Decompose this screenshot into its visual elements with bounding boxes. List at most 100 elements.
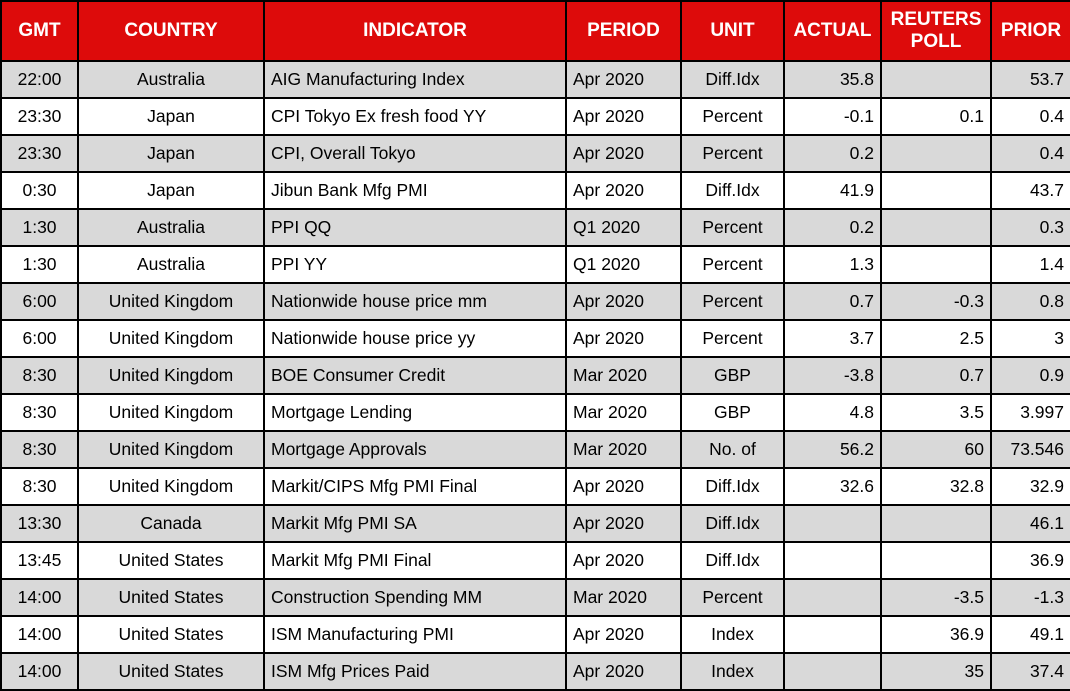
cell-prior: 3.997 [990, 393, 1070, 432]
cell-period: Apr 2020 [565, 467, 682, 506]
cell-indicator: Markit Mfg PMI SA [263, 504, 567, 543]
cell-actual: 4.8 [783, 393, 882, 432]
cell-indicator: ISM Manufacturing PMI [263, 615, 567, 654]
cell-unit: GBP [680, 356, 785, 395]
cell-actual: 0.7 [783, 282, 882, 321]
column-header-period: PERIOD [565, 0, 682, 62]
cell-prior: 46.1 [990, 504, 1070, 543]
cell-country: United States [77, 615, 265, 654]
cell-indicator: PPI QQ [263, 208, 567, 247]
cell-indicator: Nationwide house price yy [263, 319, 567, 358]
cell-reuters_poll [880, 171, 992, 210]
cell-indicator: AIG Manufacturing Index [263, 60, 567, 99]
cell-actual: 3.7 [783, 319, 882, 358]
cell-reuters_poll [880, 60, 992, 99]
cell-gmt: 14:00 [0, 652, 79, 691]
cell-period: Apr 2020 [565, 541, 682, 580]
cell-unit: Diff.Idx [680, 541, 785, 580]
cell-country: Australia [77, 208, 265, 247]
cell-prior: 1.4 [990, 245, 1070, 284]
table-row: 1:30 Australia PPI QQ Q1 2020 Percent 0.2 0.3 [0, 208, 1070, 247]
table-row: 23:30 Japan CPI Tokyo Ex fresh food YY Apr … [0, 97, 1070, 136]
cell-actual: 1.3 [783, 245, 882, 284]
cell-country: Canada [77, 504, 265, 543]
cell-prior: 43.7 [990, 171, 1070, 210]
cell-country: Australia [77, 245, 265, 284]
cell-gmt: 13:45 [0, 541, 79, 580]
cell-prior: 0.3 [990, 208, 1070, 247]
cell-reuters_poll [880, 245, 992, 284]
cell-indicator: Markit/CIPS Mfg PMI Final [263, 467, 567, 506]
cell-unit: Diff.Idx [680, 60, 785, 99]
cell-actual: 56.2 [783, 430, 882, 469]
cell-gmt: 8:30 [0, 430, 79, 469]
table-row: 8:30 United Kingdom Mortgage Lending Mar 20… [0, 393, 1070, 432]
cell-actual [783, 578, 882, 617]
cell-unit: Diff.Idx [680, 467, 785, 506]
cell-reuters_poll [880, 134, 992, 173]
column-header-prior: PRIOR [990, 0, 1070, 62]
cell-indicator: ISM Mfg Prices Paid [263, 652, 567, 691]
cell-period: Mar 2020 [565, 578, 682, 617]
cell-country: Japan [77, 171, 265, 210]
cell-actual [783, 504, 882, 543]
table-row: 22:00 Australia AIG Manufacturing Index Apr… [0, 60, 1070, 99]
cell-country: United Kingdom [77, 282, 265, 321]
table-row: 13:30 Canada Markit Mfg PMI SA Apr 2020 Diff… [0, 504, 1070, 543]
cell-period: Mar 2020 [565, 430, 682, 469]
cell-actual [783, 615, 882, 654]
cell-indicator: Construction Spending MM [263, 578, 567, 617]
cell-reuters_poll [880, 208, 992, 247]
cell-indicator: PPI YY [263, 245, 567, 284]
cell-reuters_poll: -3.5 [880, 578, 992, 617]
cell-gmt: 8:30 [0, 393, 79, 432]
cell-prior: 0.4 [990, 134, 1070, 173]
cell-unit: Percent [680, 134, 785, 173]
cell-actual [783, 541, 882, 580]
cell-country: United States [77, 578, 265, 617]
cell-period: Apr 2020 [565, 97, 682, 136]
cell-gmt: 0:30 [0, 171, 79, 210]
cell-unit: Index [680, 652, 785, 691]
cell-reuters_poll: 32.8 [880, 467, 992, 506]
cell-actual: 0.2 [783, 134, 882, 173]
cell-indicator: Nationwide house price mm [263, 282, 567, 321]
cell-gmt: 22:00 [0, 60, 79, 99]
cell-prior: 0.4 [990, 97, 1070, 136]
cell-reuters_poll: 35 [880, 652, 992, 691]
cell-unit: Percent [680, 97, 785, 136]
cell-period: Apr 2020 [565, 652, 682, 691]
cell-indicator: CPI Tokyo Ex fresh food YY [263, 97, 567, 136]
table-row: 13:45 United States Markit Mfg PMI Final Ap… [0, 541, 1070, 580]
cell-gmt: 1:30 [0, 245, 79, 284]
cell-indicator: CPI, Overall Tokyo [263, 134, 567, 173]
table-row: 8:30 United Kingdom Markit/CIPS Mfg PMI Fi… [0, 467, 1070, 506]
cell-unit: Diff.Idx [680, 171, 785, 210]
table-row: 23:30 Japan CPI, Overall Tokyo Apr 2020 Perc… [0, 134, 1070, 173]
cell-period: Apr 2020 [565, 60, 682, 99]
column-header-gmt: GMT [0, 0, 79, 62]
cell-gmt: 13:30 [0, 504, 79, 543]
cell-gmt: 1:30 [0, 208, 79, 247]
cell-gmt: 6:00 [0, 282, 79, 321]
cell-prior: 0.9 [990, 356, 1070, 395]
cell-period: Apr 2020 [565, 171, 682, 210]
cell-period: Apr 2020 [565, 319, 682, 358]
cell-indicator: Mortgage Lending [263, 393, 567, 432]
cell-prior: 53.7 [990, 60, 1070, 99]
cell-unit: Percent [680, 282, 785, 321]
table-row: 14:00 United States Construction Spending … [0, 578, 1070, 617]
table-row: 8:30 United Kingdom BOE Consumer Credit Mar… [0, 356, 1070, 395]
cell-period: Q1 2020 [565, 245, 682, 284]
table-header: GMT COUNTRY INDICATOR PERIOD UNIT ACTUAL… [0, 0, 1070, 62]
cell-reuters_poll: 3.5 [880, 393, 992, 432]
cell-reuters_poll: 2.5 [880, 319, 992, 358]
cell-reuters_poll: 36.9 [880, 615, 992, 654]
cell-unit: No. of [680, 430, 785, 469]
cell-gmt: 23:30 [0, 134, 79, 173]
cell-actual [783, 652, 882, 691]
cell-gmt: 8:30 [0, 467, 79, 506]
cell-country: United Kingdom [77, 467, 265, 506]
cell-unit: Percent [680, 245, 785, 284]
cell-unit: Index [680, 615, 785, 654]
